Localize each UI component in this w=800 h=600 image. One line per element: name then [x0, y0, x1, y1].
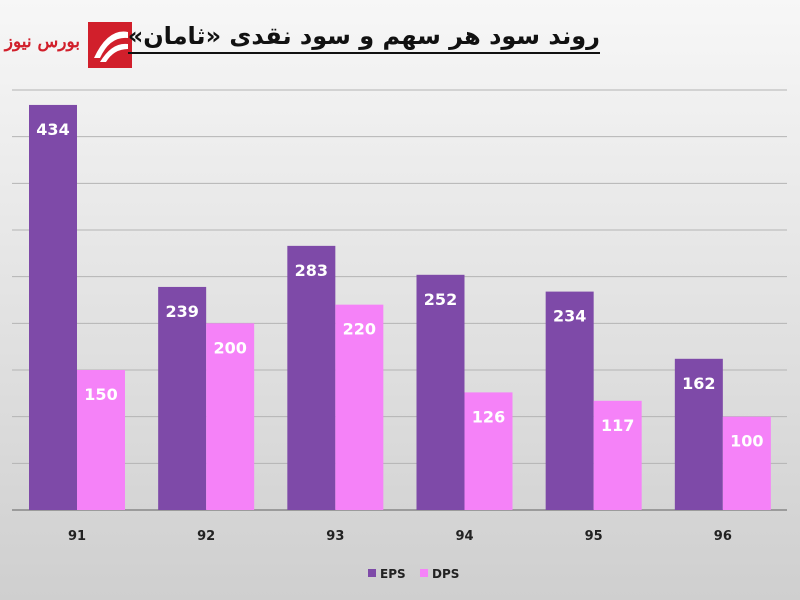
bar-dps-93 [335, 304, 384, 510]
bar-eps-95 [545, 291, 594, 510]
bar-dps-91 [77, 370, 125, 510]
data-label-dps-94: 126 [472, 407, 505, 426]
data-label-eps-93: 283 [295, 261, 328, 280]
data-label-dps-93: 220 [343, 320, 376, 339]
data-label-dps-95: 117 [601, 416, 634, 435]
data-label-dps-96: 100 [730, 432, 763, 451]
data-label-eps-92: 239 [165, 302, 198, 321]
legend-swatch-eps [368, 569, 376, 577]
data-label-dps-91: 150 [84, 385, 117, 404]
bar-eps-92 [158, 286, 207, 510]
data-label-dps-92: 200 [213, 338, 246, 357]
bar-dps-92 [206, 323, 255, 510]
bar-dps-96 [722, 416, 771, 510]
legend-label-dps: DPS [432, 567, 459, 581]
legend-label-eps: EPS [380, 567, 406, 581]
bar-eps-91 [29, 104, 77, 510]
bar-eps-93 [287, 245, 336, 510]
logo-text: بورس نیوز [4, 32, 80, 52]
x-tick-label-91: 91 [68, 529, 86, 544]
logo-emblem-icon [88, 22, 132, 68]
x-tick-label-92: 92 [197, 529, 215, 544]
legend-swatch-dps [420, 569, 428, 577]
x-tick-label-96: 96 [714, 529, 732, 544]
data-label-eps-95: 234 [553, 307, 586, 326]
x-tick-label-93: 93 [326, 529, 344, 544]
bar-dps-95 [593, 400, 642, 510]
bar-eps-94 [416, 274, 465, 510]
data-label-eps-94: 252 [424, 290, 457, 309]
x-tick-label-95: 95 [585, 529, 603, 544]
logo: بورس نیوز [4, 18, 132, 74]
chart-title: روند سود هر سهم و سود نقدی «ثامان» [127, 22, 600, 54]
chart-title-text: روند سود هر سهم و سود نقدی «ثامان» [127, 22, 600, 54]
data-label-eps-96: 162 [682, 374, 715, 393]
data-label-eps-91: 434 [36, 120, 69, 139]
bar-eps-96 [674, 358, 723, 510]
bar-dps-94 [464, 392, 513, 510]
x-tick-label-94: 94 [455, 529, 473, 544]
